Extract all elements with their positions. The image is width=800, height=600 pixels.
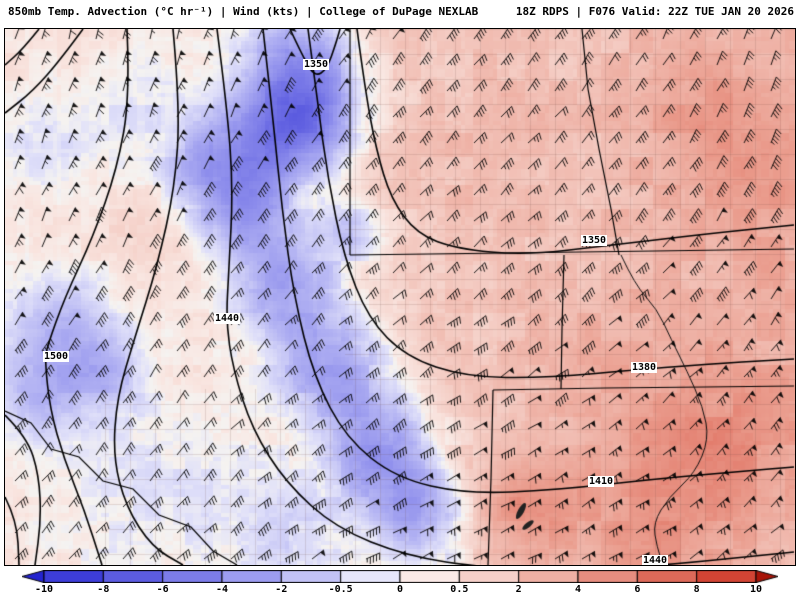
- contour-label: 1350: [581, 235, 608, 246]
- contour-label: 1380: [631, 362, 658, 373]
- contour-label: 1440: [642, 555, 669, 566]
- colorbar-canvas: [22, 570, 778, 583]
- colorbar-tick-label: -0.5: [328, 584, 353, 595]
- header-bar: 850mb Temp. Advection (°C hr⁻¹) | Wind (…: [8, 5, 794, 18]
- model-run-info: 18Z RDPS | F076 Valid: 22Z TUE JAN 20 20…: [515, 5, 794, 18]
- colorbar-tick-label: -4: [215, 584, 229, 595]
- map-canvas: [5, 29, 795, 565]
- colorbar-tick-label: 6: [634, 584, 641, 595]
- colorbar-labels: -10 -8 -6 -4 -2 -0.5 0 0.5 2 4 6 8 10: [22, 584, 778, 597]
- colorbar-tick-label: 0: [396, 584, 404, 595]
- colorbar-tick-label: 8: [693, 584, 700, 595]
- colorbar-tick-label: -2: [275, 584, 288, 595]
- contour-label: 1440: [214, 313, 241, 324]
- contour-label: 1350: [303, 59, 330, 70]
- colorbar-tick-label: -10: [34, 584, 54, 595]
- colorbar-tick-label: -6: [156, 584, 169, 595]
- colorbar-tick-label: 10: [749, 584, 763, 595]
- colorbar-tick-label: 4: [574, 584, 582, 595]
- map-frame: 1350 1350 1440 1500 1380 1410 1440: [4, 28, 796, 566]
- colorbar-tick-label: -8: [97, 584, 110, 595]
- product-title: 850mb Temp. Advection (°C hr⁻¹) | Wind (…: [8, 5, 479, 18]
- contour-label: 1410: [588, 476, 615, 487]
- contour-label: 1500: [43, 351, 70, 362]
- colorbar-tick-label: 2: [515, 584, 522, 595]
- colorbar-tick-label: 0.5: [450, 584, 469, 595]
